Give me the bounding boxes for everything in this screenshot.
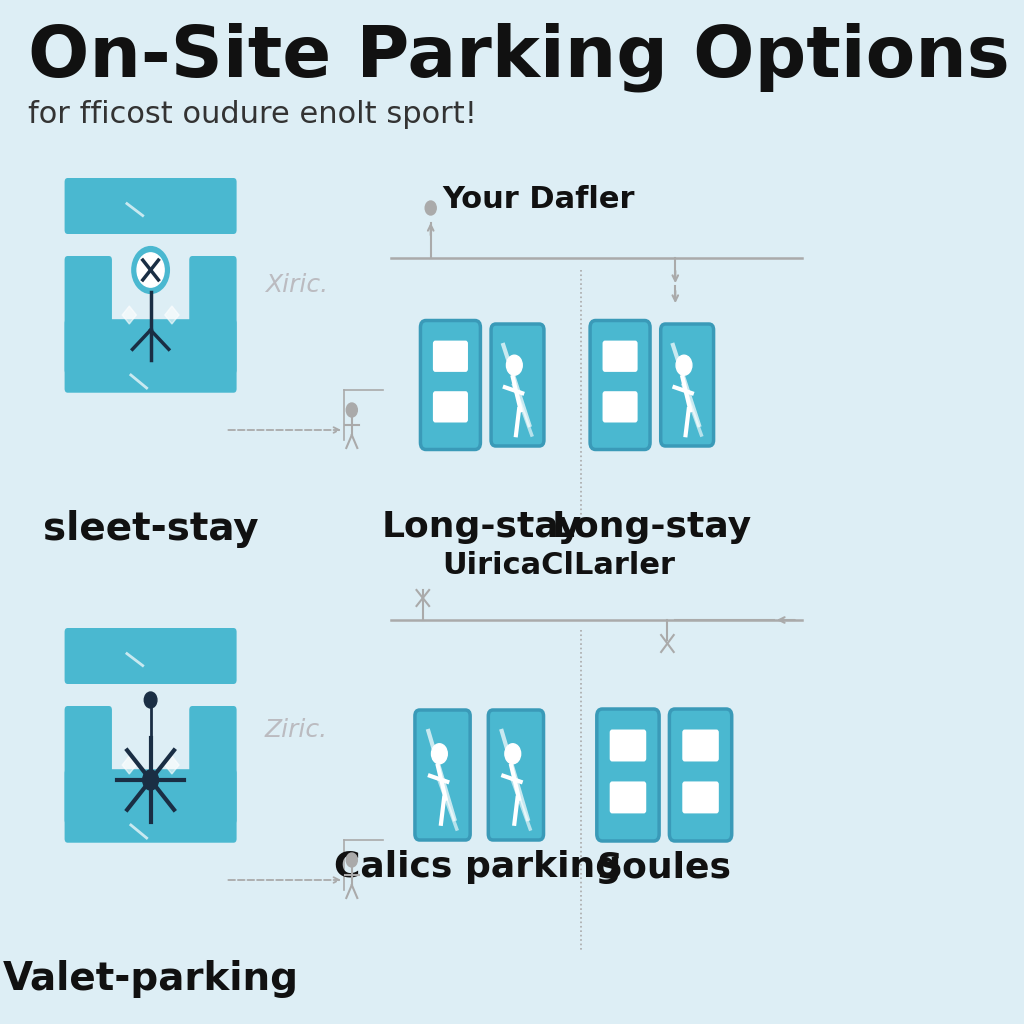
Text: Your Dafler: Your Dafler (442, 185, 635, 214)
Circle shape (346, 853, 357, 867)
Text: Long-stay: Long-stay (382, 510, 582, 544)
FancyBboxPatch shape (492, 324, 544, 446)
Text: On-Site Parking Options: On-Site Parking Options (29, 22, 1010, 91)
Polygon shape (122, 306, 136, 324)
Circle shape (346, 403, 357, 417)
FancyBboxPatch shape (660, 324, 714, 446)
FancyBboxPatch shape (609, 729, 646, 762)
FancyBboxPatch shape (590, 321, 650, 450)
Text: for fficost oudure enolt sport!: for fficost oudure enolt sport! (29, 100, 477, 129)
FancyBboxPatch shape (189, 256, 237, 374)
FancyBboxPatch shape (597, 709, 659, 841)
Circle shape (137, 253, 164, 287)
FancyBboxPatch shape (602, 391, 638, 423)
Text: Soules: Soules (597, 850, 732, 884)
FancyBboxPatch shape (488, 710, 544, 840)
Circle shape (142, 770, 159, 790)
Polygon shape (165, 306, 179, 324)
Circle shape (505, 743, 520, 764)
Text: Xiric.: Xiric. (265, 273, 328, 297)
Text: Calics parking: Calics parking (335, 850, 622, 884)
Polygon shape (122, 756, 136, 774)
Text: Long-stay: Long-stay (552, 510, 752, 544)
Circle shape (144, 692, 157, 708)
FancyBboxPatch shape (433, 391, 468, 423)
FancyBboxPatch shape (65, 319, 237, 393)
Circle shape (425, 201, 436, 215)
Text: sleet-stay: sleet-stay (43, 510, 258, 548)
FancyBboxPatch shape (609, 781, 646, 813)
Text: UiricaClLarler: UiricaClLarler (442, 551, 676, 580)
FancyBboxPatch shape (65, 706, 112, 824)
Circle shape (133, 248, 168, 292)
FancyBboxPatch shape (415, 710, 470, 840)
Circle shape (431, 743, 447, 764)
FancyBboxPatch shape (433, 341, 468, 372)
FancyBboxPatch shape (421, 321, 480, 450)
Circle shape (507, 355, 522, 375)
Circle shape (676, 355, 692, 375)
Text: Valet-parking: Valet-parking (3, 961, 299, 998)
FancyBboxPatch shape (682, 729, 719, 762)
FancyBboxPatch shape (65, 178, 237, 234)
FancyBboxPatch shape (602, 341, 638, 372)
FancyBboxPatch shape (65, 769, 237, 843)
Polygon shape (165, 756, 179, 774)
FancyBboxPatch shape (670, 709, 732, 841)
Text: Ziric.: Ziric. (265, 718, 328, 742)
FancyBboxPatch shape (189, 706, 237, 824)
FancyBboxPatch shape (65, 256, 112, 374)
FancyBboxPatch shape (65, 628, 237, 684)
FancyBboxPatch shape (682, 781, 719, 813)
